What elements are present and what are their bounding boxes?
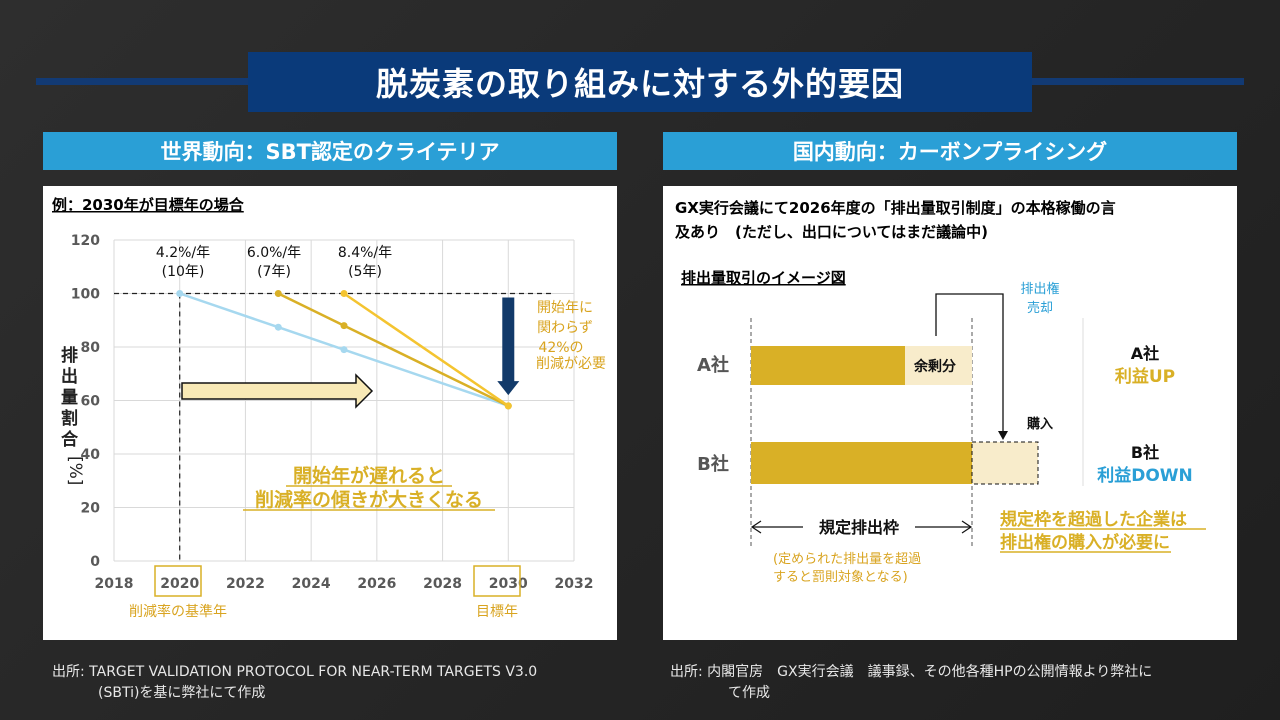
trade-arrow [935, 293, 1004, 433]
company-a-label: A社 [697, 354, 729, 376]
svg-text:出: 出 [61, 366, 78, 387]
left-source: 出所: TARGET VALIDATION PROTOCOL FOR NEAR-… [52, 662, 632, 704]
rate-label-3: 8.4%/年 [338, 245, 392, 261]
x-tick-label: 2028 [423, 576, 462, 592]
left-source-line-2: (SBTi)を基に弊社にて作成 [98, 685, 266, 701]
intro-text: GX実行会議にて2026年度の「排出量取引制度」の本格稼働の言 及あり (ただし… [675, 196, 1231, 244]
company-b-label: B社 [697, 453, 729, 475]
title-rule-right [1030, 78, 1244, 85]
message-line-1: 開始年が遅れると [293, 464, 445, 487]
y-tick-label: 60 [81, 394, 101, 410]
x-tick-label: 2032 [555, 576, 594, 592]
rate-years-1: (10年) [162, 264, 205, 280]
right-source-line-1: 出所: 内閣官房 GX実行会議 議事録、その他各種HPの公開情報より弊社に [670, 664, 1153, 680]
x-tick-label: 2022 [226, 576, 265, 592]
b-result-name: B社 [1131, 443, 1159, 462]
diagram-title: 排出量取引のイメージ図 [681, 269, 846, 287]
base-year-label: 削減率の基準年 [129, 603, 227, 620]
svg-text:量: 量 [61, 387, 78, 408]
intro-line-2: 及あり (ただし、出口についてはまだ議論中) [675, 223, 988, 241]
series-point-1 [176, 290, 184, 297]
y-tick-label: 100 [71, 287, 100, 303]
right-source-line-2: て作成 [728, 685, 770, 701]
series-line-3 [343, 292, 509, 407]
company-a-surplus-bar [905, 346, 972, 385]
series-point-1 [274, 323, 282, 331]
company-b-emissions-bar [751, 442, 972, 484]
y-axis-title: 排 出 量 割 合 [%] [61, 345, 85, 485]
buy-label: 購入 [1026, 416, 1053, 432]
rate-label-1: 4.2%/年 [156, 245, 210, 261]
a-result-name: A社 [1131, 344, 1159, 363]
y-tick-label: 120 [71, 233, 100, 249]
y-tick-label: 20 [81, 501, 101, 517]
series-point-3 [340, 290, 348, 297]
series-point-2 [340, 322, 348, 330]
series-line-1 [179, 292, 509, 408]
y-tick-label: 0 [90, 554, 100, 570]
target-year-label: 目標年 [476, 604, 518, 620]
target-year-box [473, 565, 521, 597]
left-section-heading: 世界動向：SBT認定のクライテリア [43, 132, 617, 170]
b-result-value: 利益DOWN [1097, 465, 1193, 486]
right-source: 出所: 内閣官房 GX実行会議 議事録、その他各種HPの公開情報より弊社に て作… [670, 662, 1230, 704]
company-b-excess-bar [971, 441, 1039, 485]
conclusion-line-2: 排出権の購入が必要に [1000, 532, 1170, 553]
rate-years-3: (5年) [348, 264, 382, 280]
svg-text:排: 排 [61, 345, 78, 366]
right-section-heading: 国内動向：カーボンプライシング [663, 132, 1237, 170]
note-line-2: 関わらず [537, 320, 593, 336]
series-point-2 [274, 290, 282, 297]
right-panel: GX実行会議にて2026年度の「排出量取引制度」の本格稼働の言 及あり (ただし… [663, 186, 1237, 640]
left-source-line-1: 出所: TARGET VALIDATION PROTOCOL FOR NEAR-… [52, 664, 538, 680]
svg-text:合: 合 [61, 429, 79, 450]
conclusion-line-1: 規定枠を超過した企業は [1000, 509, 1187, 530]
sbt-chart: 例：2030年が目標年の場合 0 20 40 60 80 100 120 2018 2020 20… [52, 196, 606, 620]
quota-note-1: (定められた排出量を超過 [773, 552, 921, 567]
quota-note-2: すると罰則対象となる) [773, 570, 908, 585]
x-tick-label: 2024 [292, 576, 331, 592]
a-result-value: 利益UP [1115, 366, 1175, 387]
message-line-2: 削減率の傾きが大きくなる [255, 488, 483, 511]
y-tick-label: 80 [81, 340, 101, 356]
x-tick-label: 2020 [160, 576, 199, 592]
chart-subtitle: 例：2030年が目標年の場合 [52, 196, 245, 214]
rate-years-2: (7年) [257, 264, 291, 280]
x-tick-label: 2018 [95, 576, 134, 592]
x-tick-label: 2030 [489, 576, 528, 592]
sell-label-1: 排出権 [1020, 281, 1059, 297]
page-title: 脱炭素の取り組みに対する外的要因 [248, 52, 1032, 112]
quota-arrowhead-left [750, 520, 762, 534]
series-point-1 [340, 346, 348, 354]
quota-arrowhead-right [961, 520, 973, 534]
trading-diagram: 排出量取引のイメージ図 A社 B社 余剰分 排出権 売却 購入 A社 利益UP … [681, 269, 1206, 585]
y-tick-label: 40 [81, 447, 101, 463]
series-point-3 [504, 402, 512, 410]
surplus-label: 余剰分 [913, 358, 956, 375]
svg-text:[%]: [%] [65, 456, 85, 485]
x-tick-label: 2026 [357, 576, 396, 592]
note-line-1: 開始年に [537, 300, 593, 316]
rate-label-2: 6.0%/年 [247, 245, 301, 261]
note-line-3: 42%の [538, 340, 583, 356]
note-line-4: 削減が必要 [536, 355, 606, 372]
start-year-arrow [181, 373, 374, 409]
svg-text:割: 割 [61, 408, 78, 429]
title-rule-left [36, 78, 250, 85]
intro-line-1: GX実行会議にて2026年度の「排出量取引制度」の本格稼働の言 [675, 199, 1116, 217]
left-panel: 例：2030年が目標年の場合 0 20 40 60 80 100 120 2018 2020 20… [43, 186, 617, 640]
base-year-box [154, 565, 202, 597]
company-a-emissions-bar [751, 346, 905, 385]
quota-label: 規定排出枠 [819, 518, 899, 537]
reduction-down-arrow [497, 297, 520, 396]
trade-arrow-head [998, 431, 1008, 440]
sell-label-2: 売却 [1027, 300, 1053, 316]
